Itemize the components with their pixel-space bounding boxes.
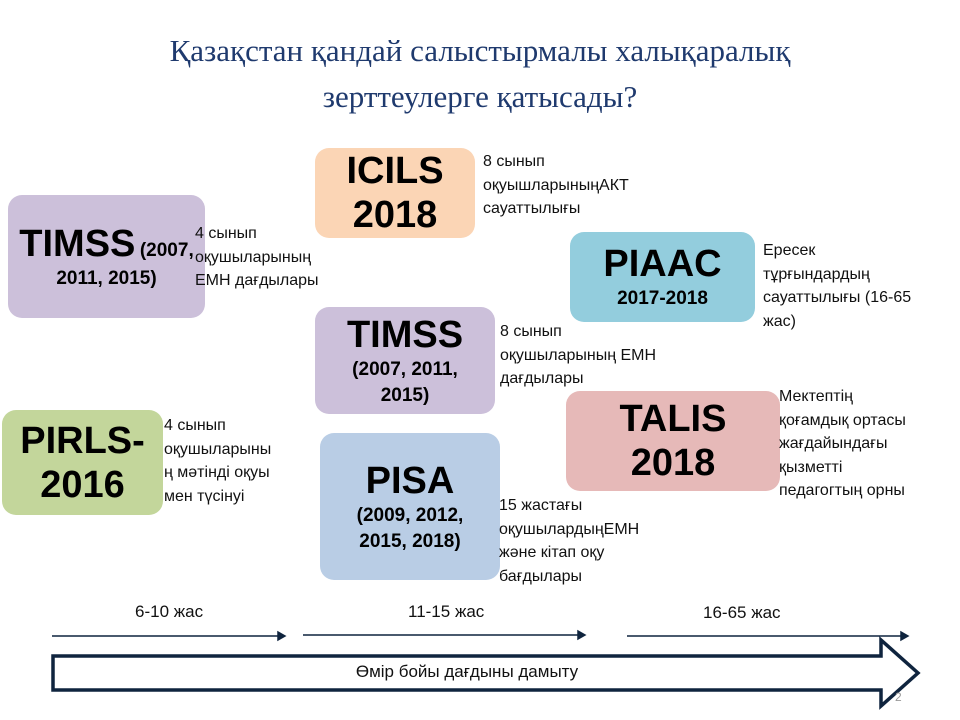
timss-8-name: TIMSS <box>346 313 464 356</box>
icils-box: ICILS 2018 <box>315 148 475 238</box>
slide-title: Қазақстан қандай салыстырмалы халықаралы… <box>0 28 960 120</box>
timss-8-years-b: 2015) <box>380 384 430 406</box>
timss-8-years-a: (2007, 2011, <box>352 358 458 380</box>
lifelong-arrow <box>51 636 921 710</box>
pisa-box: PISA (2009, 2012, 2015, 2018) <box>320 433 500 580</box>
talis-description: Мектептің қоғамдық ортасы жағдайындағы қызм… <box>779 388 906 499</box>
pisa-name: PISA <box>365 459 455 502</box>
pirls-box: PIRLS- 2016 <box>2 410 163 515</box>
icils-years: 2018 <box>352 194 438 236</box>
timss-4-description: 4 сынып оқушыларының ЕМН дағдылары <box>195 225 319 289</box>
piaac-years: 2017-2018 <box>617 288 708 309</box>
pirls-years: 2016 <box>40 463 125 506</box>
icils-name: ICILS <box>346 150 444 192</box>
timss-8-box: TIMSS (2007, 2011, 2015) <box>315 307 495 414</box>
title-line-1: Қазақстан қандай салыстырмалы халықаралы… <box>169 33 791 68</box>
timss-8-description: 8 сынып оқушыларының ЕМН дағдылары <box>500 323 657 387</box>
pisa-years-a: (2009, 2012, <box>356 504 464 526</box>
pirls-name: PIRLS- <box>20 419 145 462</box>
icils-description: 8 сынып оқуышларыныңАКТ сауаттылығы <box>483 153 629 217</box>
lifelong-arrow-label: Өмір бойы дағдыны дамыту <box>355 662 579 681</box>
pirls-description: 4 сынып оқушыларыны ң мәтінді оқуы мен түсі… <box>164 417 272 505</box>
talis-years: 2018 <box>630 442 716 484</box>
age-label-16-65: 16-65 жас <box>703 603 781 622</box>
pisa-description: 15 жастағы оқушылардыңЕМН және кітап оқу ба… <box>499 497 640 585</box>
talis-box: TALIS 2018 <box>566 391 780 491</box>
piaac-name: PIAAC <box>603 243 722 285</box>
pisa-years-b: 2015, 2018) <box>359 530 461 552</box>
timss-4-years-b: 2011, 2015) <box>56 267 157 289</box>
piaac-description: Ересек тұрғындардың сауаттылығы (16-65 жас) <box>763 242 912 330</box>
age-label-11-15: 11-15 жас <box>408 602 485 621</box>
timss-4-name: TIMSS <box>19 222 136 265</box>
piaac-box: PIAAC 2017-2018 <box>570 232 755 322</box>
title-line-2: зерттеулерге қатысады? <box>322 79 638 114</box>
timss-4-years-a: (2007, <box>139 239 194 261</box>
age-label-6-10: 6-10 жас <box>135 602 204 621</box>
talis-name: TALIS <box>619 398 727 440</box>
timss-4-box: TIMSS (2007, 2011, 2015) <box>8 195 205 318</box>
page-number: 2 <box>895 690 902 704</box>
